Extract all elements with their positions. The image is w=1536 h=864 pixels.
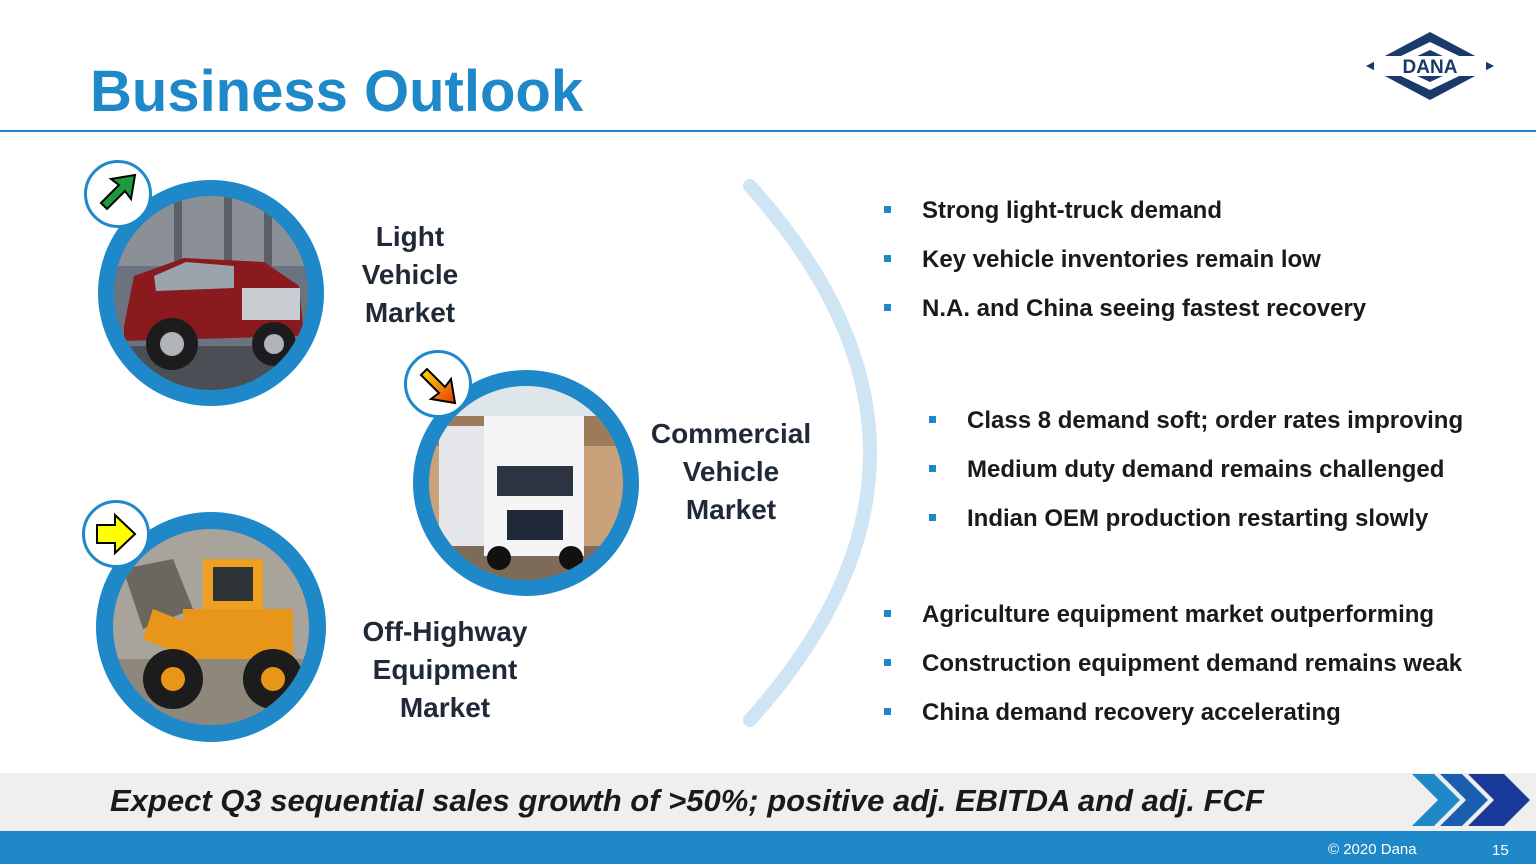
bullet-icon <box>884 708 891 715</box>
commercial-vehicle-bullets: Class 8 demand soft; order rates improvi… <box>927 406 1463 553</box>
footer-bar <box>0 831 1536 864</box>
dana-logo: DANA <box>1366 32 1494 100</box>
light-vehicle-circle <box>98 180 324 406</box>
list-item: Indian OEM production restarting slowly <box>927 504 1463 553</box>
off-highway-label: Off-Highway Equipment Market <box>362 616 528 723</box>
arrow-down-right-icon <box>419 367 457 405</box>
arrow-up-right-icon <box>99 173 137 211</box>
list-item: Key vehicle inventories remain low <box>882 245 1366 294</box>
commercial-vehicle-label: Commercial Vehicle Market <box>650 418 812 525</box>
bullet-icon <box>929 465 936 472</box>
bracket-arc <box>743 179 877 727</box>
light-vehicle-bullets: Strong light-truck demand Key vehicle in… <box>882 196 1366 343</box>
trend-flat-badge <box>82 500 150 568</box>
arrow-right-icon <box>96 512 137 556</box>
bullet-icon <box>884 659 891 666</box>
list-item: Class 8 demand soft; order rates improvi… <box>927 406 1463 455</box>
bullet-icon <box>884 304 891 311</box>
slide-title: Business Outlook <box>90 59 584 124</box>
semi-truck-image <box>429 386 623 580</box>
bullet-icon <box>884 610 891 617</box>
list-item: Construction equipment demand remains we… <box>882 649 1462 698</box>
chevrons-icon <box>1412 774 1530 826</box>
outlook-banner <box>0 773 1536 831</box>
list-item: Agriculture equipment market outperformi… <box>882 600 1462 649</box>
list-item: China demand recovery accelerating <box>882 698 1462 747</box>
list-item: N.A. and China seeing fastest recovery <box>882 294 1366 343</box>
page-number: 15 <box>1492 842 1509 859</box>
logo-text: DANA <box>1403 57 1458 78</box>
light-vehicle-label: Light Vehicle Market <box>361 221 459 328</box>
bullet-icon <box>884 206 891 213</box>
bullet-icon <box>929 514 936 521</box>
off-highway-bullets: Agriculture equipment market outperformi… <box>882 600 1462 747</box>
wheel-loader-image <box>113 529 309 725</box>
title-divider <box>0 130 1536 132</box>
pickup-truck-image <box>114 196 308 390</box>
bullet-icon <box>884 255 891 262</box>
list-item: Medium duty demand remains challenged <box>927 455 1463 504</box>
banner-text: Expect Q3 sequential sales growth of >50… <box>110 783 1264 818</box>
trend-down-badge <box>404 350 472 418</box>
list-item: Strong light-truck demand <box>882 196 1366 245</box>
bullet-icon <box>929 416 936 423</box>
trend-up-badge <box>84 160 152 228</box>
copyright-text: © 2020 Dana <box>1328 841 1417 858</box>
